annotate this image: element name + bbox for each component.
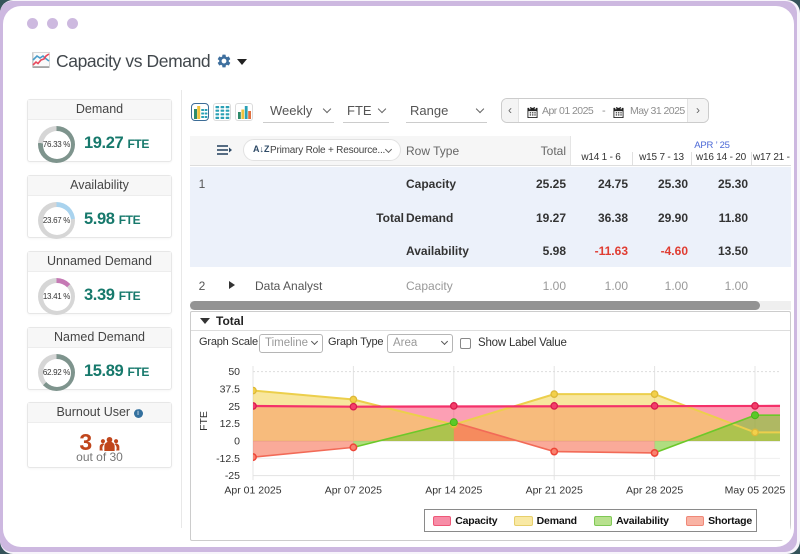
svg-text:50: 50 — [228, 366, 240, 378]
svg-text:-12.5: -12.5 — [216, 453, 240, 465]
svg-text:Apr 01 2025: Apr 01 2025 — [224, 485, 281, 497]
svg-text:12.5: 12.5 — [220, 418, 241, 430]
svg-text:25: 25 — [228, 401, 240, 413]
svg-text:May 05 2025: May 05 2025 — [725, 485, 786, 497]
svg-text:Apr 21 2025: Apr 21 2025 — [526, 485, 583, 497]
svg-text:0: 0 — [234, 436, 240, 448]
svg-text:-25: -25 — [225, 470, 240, 482]
svg-text:FTE: FTE — [198, 411, 210, 431]
svg-text:Apr 14 2025: Apr 14 2025 — [425, 485, 482, 497]
svg-text:Apr 07 2025: Apr 07 2025 — [325, 485, 382, 497]
svg-text:Apr 28 2025: Apr 28 2025 — [626, 485, 683, 497]
svg-text:37.5: 37.5 — [220, 384, 241, 396]
